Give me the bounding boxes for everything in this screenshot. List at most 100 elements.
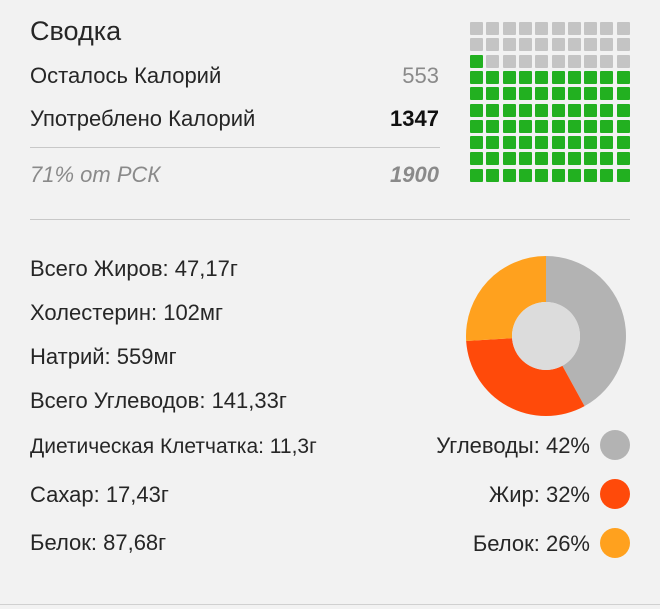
waffle-cell <box>600 70 614 84</box>
summary-divider <box>30 147 440 148</box>
waffle-cell <box>518 70 532 84</box>
waffle-cell <box>535 119 549 133</box>
waffle-cell <box>567 103 581 117</box>
waffle-cell <box>486 22 500 35</box>
waffle-cell <box>616 70 630 84</box>
waffle-cell <box>600 87 614 101</box>
rsk-percent-label: 71% от РСК <box>30 162 161 187</box>
waffle-cell <box>518 54 532 68</box>
waffle-cell <box>616 103 630 117</box>
waffle-cell <box>600 136 614 150</box>
waffle-cell <box>535 38 549 52</box>
waffle-cell <box>518 38 532 52</box>
waffle-cell <box>502 168 516 182</box>
waffle-cell <box>535 22 549 35</box>
waffle-cell <box>551 152 565 166</box>
waffle-cell <box>502 70 516 84</box>
waffle-cell <box>486 168 500 182</box>
waffle-cell <box>551 87 565 101</box>
waffle-cell <box>486 54 500 68</box>
waffle-cell <box>567 119 581 133</box>
nutrient-total-carbs: Всего Углеводов: 141,33г <box>30 388 287 413</box>
waffle-cell <box>470 119 483 133</box>
waffle-cell <box>535 54 549 68</box>
waffle-cell <box>470 87 483 101</box>
calorie-waffle-chart <box>470 22 630 186</box>
waffle-cell <box>486 152 500 166</box>
waffle-cell <box>567 70 581 84</box>
remaining-calories-value: 553 <box>402 63 439 88</box>
waffle-cell <box>518 168 532 182</box>
nutrient-total-fat: Всего Жиров: 47,17г <box>30 256 238 281</box>
macro-donut-chart <box>466 256 626 416</box>
waffle-cell <box>584 87 598 101</box>
waffle-cell <box>470 152 483 166</box>
waffle-cell <box>518 103 532 117</box>
waffle-cell <box>486 103 500 117</box>
waffle-cell <box>470 168 483 182</box>
waffle-cell <box>502 136 516 150</box>
rsk-goal-value: 1900 <box>390 162 439 187</box>
donut-slice-carbs <box>546 256 626 407</box>
waffle-cell <box>584 70 598 84</box>
waffle-cell <box>518 152 532 166</box>
waffle-cell <box>502 152 516 166</box>
waffle-cell <box>535 136 549 150</box>
section-divider <box>30 219 630 220</box>
waffle-cell <box>535 87 549 101</box>
waffle-cell <box>567 152 581 166</box>
waffle-cell <box>502 119 516 133</box>
legend-dot-fat <box>600 479 630 509</box>
waffle-cell <box>584 103 598 117</box>
waffle-cell <box>567 87 581 101</box>
waffle-cell <box>616 87 630 101</box>
waffle-cell <box>616 168 630 182</box>
waffle-cell <box>551 22 565 35</box>
waffle-cell <box>470 136 483 150</box>
waffle-cell <box>486 119 500 133</box>
nutrient-cholesterol: Холестерин: 102мг <box>30 300 224 325</box>
nutrient-sugar: Сахар: 17,43г <box>30 482 169 507</box>
waffle-cell <box>502 22 516 35</box>
waffle-cell <box>584 119 598 133</box>
waffle-cell <box>600 152 614 166</box>
remaining-calories-label: Осталось Калорий <box>30 63 222 88</box>
waffle-cell <box>567 22 581 35</box>
waffle-cell <box>600 119 614 133</box>
waffle-cell <box>486 136 500 150</box>
waffle-cell <box>567 168 581 182</box>
waffle-cell <box>470 38 483 52</box>
summary-title: Сводка <box>30 16 122 46</box>
donut-slice-fat <box>466 338 585 416</box>
waffle-cell <box>518 22 532 35</box>
consumed-calories-value: 1347 <box>390 106 439 131</box>
waffle-cell <box>616 22 630 35</box>
waffle-cell <box>567 54 581 68</box>
waffle-cell <box>616 38 630 52</box>
waffle-cell <box>551 103 565 117</box>
waffle-cell <box>616 152 630 166</box>
waffle-cell <box>518 136 532 150</box>
waffle-cell <box>535 103 549 117</box>
legend-dot-carbs <box>600 430 630 460</box>
legend-label-carbs: Углеводы: 42% <box>436 433 590 458</box>
waffle-cell <box>584 38 598 52</box>
waffle-cell <box>616 54 630 68</box>
waffle-cell <box>551 38 565 52</box>
legend-dot-protein <box>600 528 630 558</box>
waffle-cell <box>518 119 532 133</box>
waffle-cell <box>584 152 598 166</box>
nutrient-dietary-fiber: Диетическая Клетчатка: 11,3г <box>30 435 317 458</box>
waffle-cell <box>551 54 565 68</box>
waffle-cell <box>518 87 532 101</box>
waffle-cell <box>600 168 614 182</box>
waffle-cell <box>584 22 598 35</box>
waffle-cell <box>535 152 549 166</box>
waffle-cell <box>502 38 516 52</box>
waffle-cell <box>502 87 516 101</box>
waffle-cell <box>486 70 500 84</box>
waffle-cell <box>616 136 630 150</box>
legend-label-protein: Белок: 26% <box>472 531 590 556</box>
bottom-divider <box>0 604 660 605</box>
waffle-cell <box>584 136 598 150</box>
